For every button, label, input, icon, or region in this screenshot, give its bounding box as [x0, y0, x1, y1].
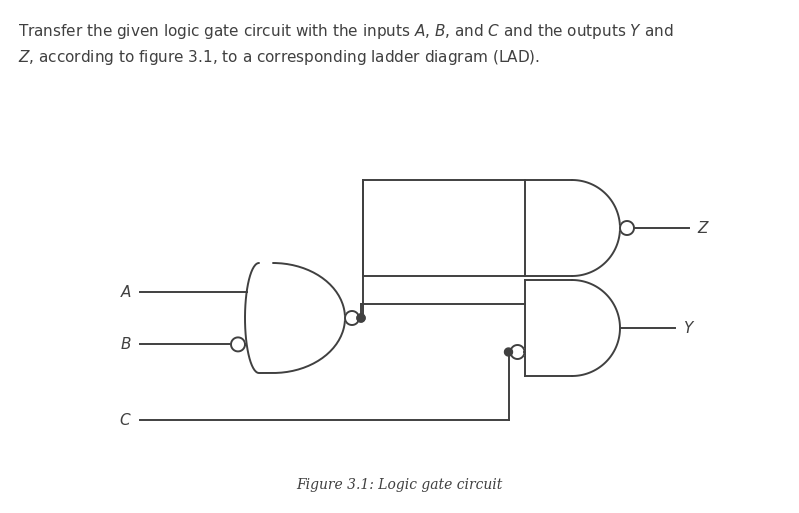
Polygon shape	[345, 311, 359, 325]
Text: $B$: $B$	[121, 337, 132, 352]
Polygon shape	[511, 345, 524, 359]
Polygon shape	[504, 348, 512, 356]
Polygon shape	[620, 221, 634, 235]
Polygon shape	[357, 314, 365, 322]
Text: $Z$: $Z$	[697, 220, 710, 236]
Polygon shape	[231, 338, 245, 351]
Text: $A$: $A$	[120, 284, 132, 300]
Text: Transfer the given logic gate circuit with the inputs $A$, $B$, and $C$ and the : Transfer the given logic gate circuit wi…	[18, 22, 674, 41]
Polygon shape	[357, 314, 365, 322]
Text: $Y$: $Y$	[683, 320, 695, 336]
Text: Figure 3.1: Logic gate circuit: Figure 3.1: Logic gate circuit	[296, 478, 503, 492]
Text: $C$: $C$	[119, 412, 132, 428]
Text: $Z$, according to figure 3.1, to a corresponding ladder diagram (LAD).: $Z$, according to figure 3.1, to a corre…	[18, 48, 540, 67]
